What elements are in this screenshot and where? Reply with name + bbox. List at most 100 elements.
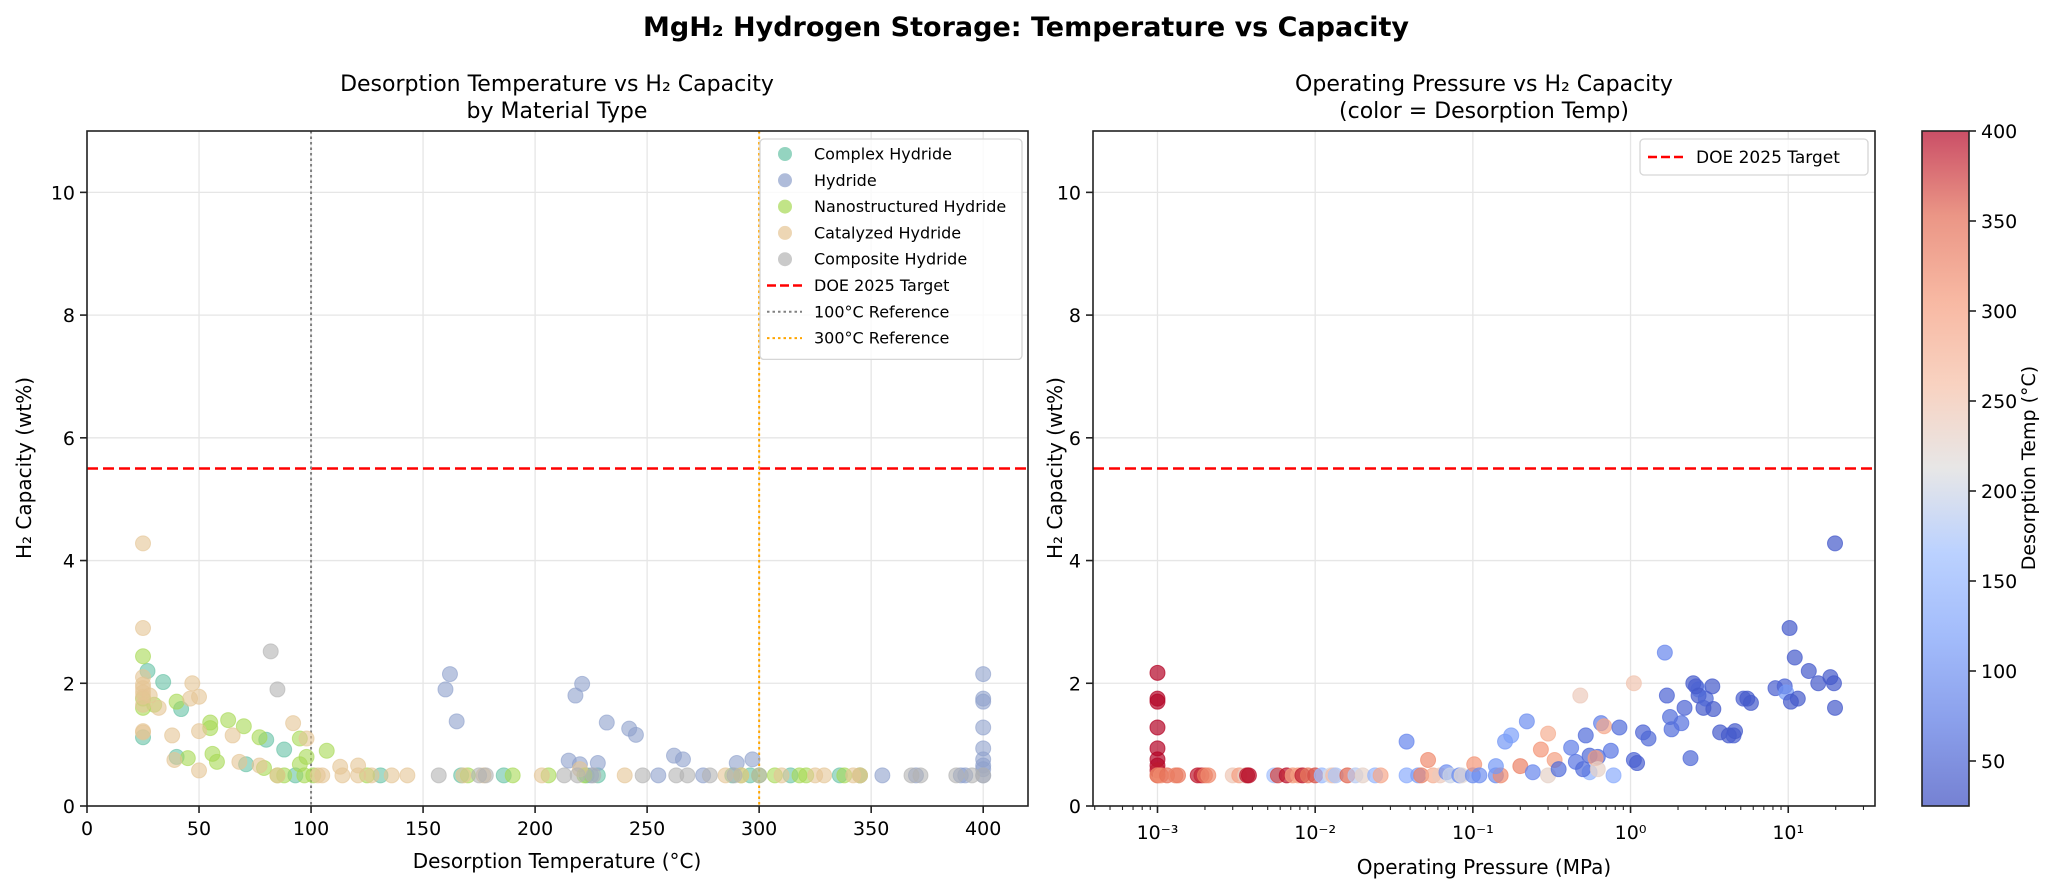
legend-label: Hydride — [814, 171, 877, 190]
data-point — [318, 742, 335, 759]
data-point — [504, 767, 521, 784]
data-point — [1676, 699, 1693, 716]
x-tick-label: 10¹ — [1772, 822, 1804, 844]
data-point — [179, 750, 196, 767]
data-point — [220, 712, 237, 729]
series-hydride — [437, 666, 992, 784]
data-point — [1149, 664, 1166, 681]
data-point — [1487, 758, 1504, 775]
data-point — [135, 535, 152, 552]
data-point — [1372, 767, 1389, 784]
data-point — [1825, 675, 1842, 692]
y-tick-label: 8 — [1069, 305, 1081, 327]
legend-marker — [778, 173, 792, 188]
data-point — [224, 727, 241, 744]
data-point — [751, 767, 768, 784]
legend-marker — [778, 225, 792, 240]
data-point — [1742, 694, 1759, 711]
data-point — [269, 681, 286, 698]
y-tick-label: 2 — [63, 673, 75, 695]
data-point — [1398, 733, 1415, 750]
data-point — [350, 767, 367, 784]
x-tick-label: 0 — [81, 818, 93, 840]
data-point — [634, 767, 651, 784]
right-ylabel: H₂ Capacity (wt%) — [1043, 377, 1067, 559]
colorbar-tick-label: 200 — [1981, 481, 2017, 503]
legend-label: Complex Hydride — [814, 145, 952, 164]
data-point — [455, 767, 472, 784]
data-point — [1611, 719, 1628, 736]
data-point — [1589, 761, 1606, 778]
colorbar: 50 100 150 200 250 300 350 400 Desorption Temp … — [1921, 121, 2040, 807]
colorbar-gradient — [1921, 130, 1970, 807]
data-point — [430, 767, 447, 784]
data-point — [1705, 701, 1722, 718]
data-point — [1420, 751, 1437, 768]
data-point — [276, 741, 293, 758]
colorbar-tick-label: 400 — [1981, 121, 2017, 143]
data-point — [298, 730, 315, 747]
colorbar-tick-label: 300 — [1981, 301, 2017, 323]
data-point — [269, 767, 286, 784]
data-point — [701, 767, 718, 784]
y-tick-label: 10 — [1057, 182, 1081, 204]
right-axes-frame — [1092, 130, 1876, 807]
data-point — [975, 719, 992, 736]
colorbar-tick-label: 350 — [1981, 211, 2017, 233]
data-point — [773, 767, 790, 784]
right-title-line2: (color = Desorption Temp) — [1339, 99, 1629, 124]
left-axes: Desorption Temperature vs H₂ Capacity by… — [12, 72, 1029, 873]
data-point — [1629, 755, 1646, 772]
data-point — [231, 753, 248, 770]
data-point — [135, 724, 152, 741]
left-xlabel: Desorption Temperature (°C) — [413, 849, 702, 873]
data-point — [1781, 620, 1798, 637]
data-point — [135, 620, 152, 637]
x-tick-label: 10⁻³ — [1137, 822, 1179, 844]
data-point — [975, 693, 992, 710]
colorbar-tick-label: 150 — [1981, 571, 2017, 593]
data-point — [598, 714, 615, 731]
y-tick-label: 6 — [63, 428, 75, 450]
legend-item: Nanostructured Hydride — [778, 197, 1006, 216]
legend-item: Composite Hydride — [778, 250, 967, 269]
x-tick-label: 400 — [965, 818, 1001, 840]
left-title-line1: Desorption Temperature vs H₂ Capacity — [340, 72, 774, 97]
data-point — [874, 767, 891, 784]
left-legend: Complex Hydride Hydride Nanostructured Hyd… — [759, 138, 1023, 361]
legend-item: DOE 2025 Target — [767, 276, 949, 295]
data-point — [184, 675, 201, 692]
legend-label: Nanostructured Hydride — [814, 197, 1006, 216]
left-ylabel: H₂ Capacity (wt%) — [12, 377, 36, 559]
data-point — [627, 726, 644, 743]
data-point — [1827, 535, 1844, 552]
data-point — [1786, 649, 1803, 666]
data-point — [314, 767, 331, 784]
data-point — [1827, 699, 1844, 716]
legend-marker — [778, 199, 792, 214]
data-point — [744, 751, 761, 768]
data-point — [1658, 687, 1675, 704]
data-point — [235, 718, 252, 735]
data-point — [574, 675, 591, 692]
legend-item: DOE 2025 Target — [1648, 148, 1840, 168]
data-point — [168, 693, 185, 710]
x-tick-label: 200 — [517, 818, 553, 840]
x-tick-label: 150 — [405, 818, 441, 840]
data-point — [334, 767, 351, 784]
legend-marker — [778, 147, 792, 161]
data-point — [1682, 750, 1699, 767]
data-point — [1524, 764, 1541, 781]
data-point — [448, 713, 465, 730]
data-point — [679, 767, 696, 784]
data-point — [1471, 767, 1488, 784]
x-tick-label: 300 — [741, 818, 777, 840]
legend-item: 100°C Reference — [767, 302, 949, 321]
data-point — [441, 666, 458, 683]
legend-frame — [759, 138, 1023, 361]
data-point — [150, 699, 167, 716]
data-point — [1605, 767, 1622, 784]
data-point — [1503, 727, 1520, 744]
data-point — [191, 762, 208, 779]
colorbar-tick-label: 100 — [1981, 661, 2017, 683]
